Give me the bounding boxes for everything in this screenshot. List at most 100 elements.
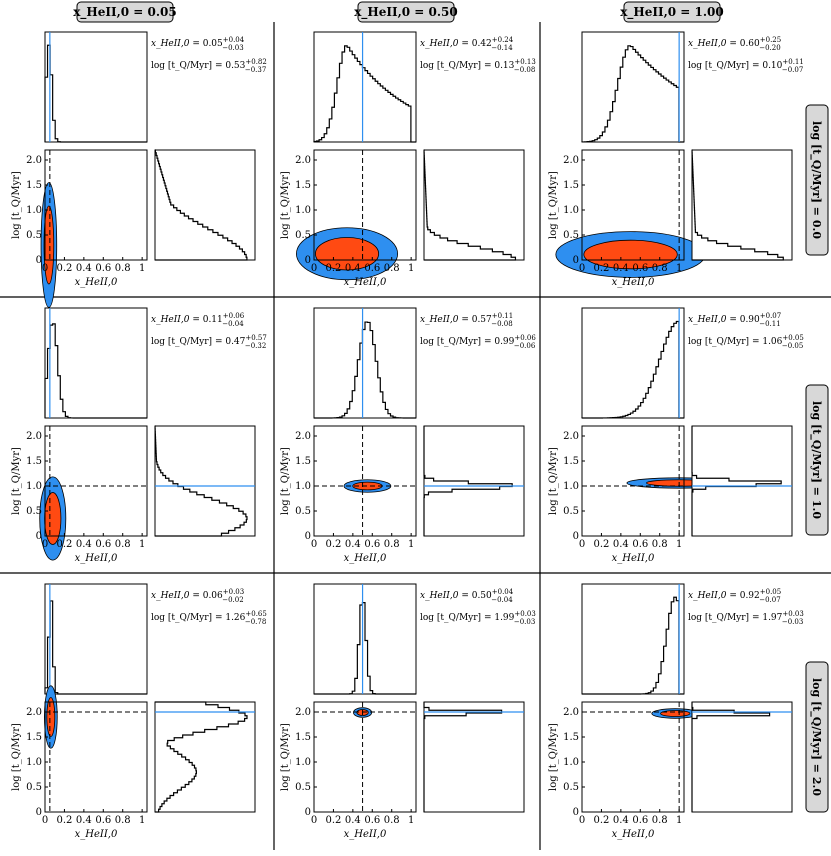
column-header-label: x_HeII,0 = 0.50	[354, 5, 458, 20]
t-estimate-text: log [t_Q/Myr] = 0.47+0.57 −0.32	[151, 334, 267, 350]
t-estimate-label: log [t_Q/Myr]	[420, 61, 481, 71]
corner-panel: x_HeII,0 = 0.11+0.06 −0.04 log [t_Q/Myr] =…	[11, 307, 267, 564]
t-marginal-frame	[691, 701, 793, 813]
x-tick-label: 0.6	[95, 263, 111, 274]
t-marginal-histogram	[691, 702, 771, 812]
x-tick-label: 0.4	[76, 263, 92, 274]
t-estimate-eq: =	[481, 61, 494, 71]
y-tick-label: 0	[36, 807, 42, 818]
x-marginal-histogram	[313, 45, 416, 143]
y-tick-label: 1.0	[295, 205, 311, 216]
x-estimate-eq: =	[458, 591, 471, 601]
t-estimate-minus: −0.03	[782, 618, 803, 626]
x-axis-label: x_HeII,0	[344, 553, 387, 564]
y-tick-label: 0.5	[563, 782, 579, 793]
x-estimate-minus: −0.03	[222, 44, 243, 52]
x-estimate-plus: +0.25	[760, 36, 781, 44]
t-estimate-text: log [t_Q/Myr] = 0.99+0.06 −0.06	[420, 334, 536, 350]
t-estimate-eq: =	[749, 613, 762, 623]
x-estimate-median: 0.60	[740, 39, 760, 49]
x-estimate-minus: −0.20	[759, 44, 780, 52]
x-tick-label: 0.6	[632, 815, 648, 826]
joint-frame-outline	[313, 149, 417, 261]
t-marginal-histogram	[423, 702, 503, 812]
x-tick-label: 0	[579, 539, 585, 550]
t-estimate-plus: +0.03	[782, 610, 803, 618]
t-marginal-frame	[423, 701, 525, 813]
y-tick-label: 0	[305, 255, 311, 266]
y-tick-label: 2.0	[26, 707, 42, 718]
row-header-box	[805, 661, 829, 813]
x-estimate-label: x_HeII,0	[688, 315, 727, 325]
t-estimate-label: log [t_Q/Myr]	[420, 613, 481, 623]
x-estimate-label: x_HeII,0	[420, 315, 459, 325]
t-marginal-frame	[691, 149, 793, 261]
y-tick-label: 1.5	[563, 456, 579, 467]
x-estimate-text: x_HeII,0 = 0.57+0.11 −0.08	[420, 312, 513, 328]
t-marginal-frame	[423, 425, 525, 537]
t-estimate-median: 1.06	[762, 337, 782, 347]
t-marginal-frame	[154, 149, 256, 261]
x-axis-label: x_HeII,0	[612, 553, 655, 564]
x-axis-label: x_HeII,0	[75, 277, 118, 288]
t-estimate-plus: +0.06	[514, 334, 536, 342]
x-tick-label: 0.6	[95, 539, 111, 550]
t-estimate-eq: =	[481, 337, 494, 347]
x-tick-label: 0	[311, 263, 317, 274]
inner-contour	[46, 697, 56, 737]
x-estimate-text: x_HeII,0 = 0.50+0.04 −0.04	[420, 588, 514, 604]
x-marginal-frame	[581, 583, 685, 695]
y-tick-label: 2.0	[563, 707, 579, 718]
t-estimate-median: 0.53	[225, 61, 245, 71]
corner-panel: x_HeII,0 = 0.92+0.05 −0.07 log [t_Q/Myr] =…	[548, 583, 804, 840]
y-axis-label: log [t_Q/Myr]	[548, 447, 559, 515]
x-tick-label: 0.2	[593, 815, 609, 826]
t-marginal-frame	[154, 701, 256, 813]
joint-frame	[581, 701, 685, 813]
x-marginal-histogram	[314, 602, 416, 695]
t-estimate-median: 0.10	[762, 61, 782, 71]
t-marginal-histogram	[423, 149, 517, 261]
y-tick-label: 1.0	[295, 757, 311, 768]
y-tick-label: 2.0	[295, 431, 311, 442]
y-tick-label: 0.5	[26, 230, 42, 241]
x-marginal-histogram	[582, 320, 684, 419]
t-marginal-histogram	[154, 425, 248, 537]
row-header-label: log [t_Q/Myr] = 1.0	[809, 401, 823, 519]
t-marginal-histogram	[423, 426, 513, 536]
corner-panel: x_HeII,0 = 0.57+0.11 −0.08 log [t_Q/Myr] =…	[280, 307, 536, 564]
y-tick-label: 1.0	[563, 757, 579, 768]
x-marginal-histogram	[581, 45, 684, 143]
t-estimate-plus: +0.11	[782, 58, 803, 66]
t-marginal-histogram	[154, 149, 248, 261]
row-header-box	[805, 104, 829, 256]
joint-frame-outline	[44, 425, 148, 537]
x-tick-label: 1	[139, 815, 145, 826]
x-tick-label: 1	[676, 539, 682, 550]
y-tick-label: 1.0	[26, 481, 42, 492]
y-tick-label: 1.5	[26, 180, 42, 191]
y-tick-label: 0	[573, 255, 579, 266]
x-axis-label: x_HeII,0	[344, 829, 387, 840]
y-tick-label: 0	[305, 531, 311, 542]
x-marginal-histogram	[582, 596, 684, 695]
y-tick-label: 1.5	[563, 180, 579, 191]
inner-contour	[660, 710, 691, 717]
y-axis-label: log [t_Q/Myr]	[548, 723, 559, 791]
t-estimate-eq: =	[749, 337, 762, 347]
x-estimate-median: 0.05	[203, 39, 223, 49]
x-marginal-histogram	[44, 600, 147, 695]
t-estimate-minus: −0.03	[514, 618, 535, 626]
x-tick-label: 0.2	[56, 263, 72, 274]
y-tick-label: 0	[573, 807, 579, 818]
x-estimate-text: x_HeII,0 = 0.05+0.04 −0.03	[151, 36, 245, 52]
x-tick-label: 0.2	[593, 263, 609, 274]
x-tick-label: 1	[139, 263, 145, 274]
x-tick-label: 1	[408, 539, 414, 550]
t-estimate-median: 0.47	[225, 337, 245, 347]
x-estimate-minus: −0.04	[222, 320, 244, 328]
t-estimate-label: log [t_Q/Myr]	[688, 337, 749, 347]
y-tick-label: 1.0	[26, 205, 42, 216]
t-marginal-histogram	[155, 701, 248, 813]
y-tick-label: 1.5	[26, 456, 42, 467]
